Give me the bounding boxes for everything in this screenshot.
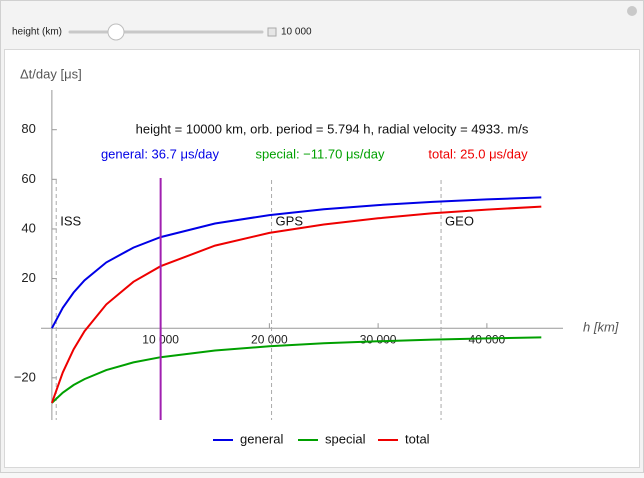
annotation: total: 25.0 μs/day: [428, 146, 528, 161]
close-button[interactable]: [627, 6, 637, 16]
y-axis-label: Δt/day [μs]: [20, 66, 82, 81]
reference-label: GEO: [445, 213, 474, 228]
y-tick-label: 60: [21, 171, 35, 186]
slider-thumb[interactable]: [107, 23, 125, 41]
x-tick-label: 30 000: [360, 332, 397, 346]
legend-label: special: [325, 431, 366, 446]
y-tick-label: 80: [21, 121, 35, 136]
chart-title: height = 10000 km, orb. period = 5.794 h…: [136, 121, 529, 136]
chart-panel: [4, 49, 640, 468]
x-axis-label: h [km]: [583, 320, 619, 335]
reference-label: ISS: [60, 213, 81, 228]
annotation: general: 36.7 μs/day: [101, 146, 220, 161]
y-tick-label: −20: [14, 369, 36, 384]
legend-label: total: [405, 431, 430, 446]
plot: h [km]Δt/day [μs]10 000 20 000 30 000 40 00…: [14, 66, 619, 446]
series-line: [51, 196, 542, 329]
legend-label: general: [240, 431, 283, 446]
y-tick-label: 40: [21, 220, 35, 235]
annotation: special: −11.70 μs/day: [255, 146, 385, 161]
x-tick-label: 20 000: [251, 332, 288, 346]
y-tick-label: 20: [21, 270, 35, 285]
control-value: 10 000: [281, 27, 312, 38]
series-line: [50, 205, 542, 404]
control-label: height (km): [12, 27, 62, 38]
series-line: [51, 336, 542, 404]
reference-label: GPS: [276, 213, 304, 228]
expand-button[interactable]: [267, 27, 277, 37]
